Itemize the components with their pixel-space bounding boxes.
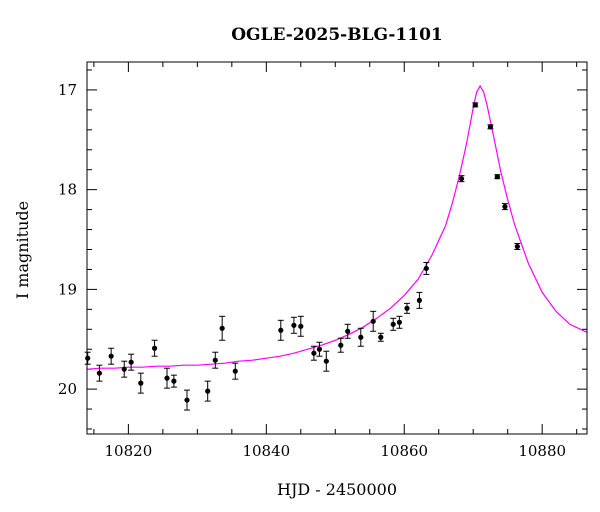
data-point <box>278 327 284 333</box>
data-point <box>171 378 177 384</box>
model-curve-group <box>86 84 588 370</box>
data-point <box>390 321 396 327</box>
data-point <box>219 325 225 331</box>
data-points-group <box>84 102 521 411</box>
data-point <box>514 243 520 250</box>
data-point <box>85 355 91 361</box>
data-point <box>345 328 351 334</box>
y-tick-label: 20 <box>58 380 77 398</box>
data-point <box>184 397 190 403</box>
chart-title: OGLE-2025-BLG-1101 <box>231 25 443 45</box>
y-axis-label: I magnitude <box>13 201 32 299</box>
data-point <box>232 368 238 374</box>
x-tick-label: 10860 <box>380 442 428 460</box>
data-point <box>108 353 114 359</box>
y-tick-label: 18 <box>58 181 77 199</box>
data-point <box>128 359 134 365</box>
data-point <box>323 358 329 364</box>
axis-ticks: 10820 10840 10860 10880 17 18 19 20 <box>58 62 587 460</box>
data-point <box>311 350 317 356</box>
x-axis-label: HJD - 2450000 <box>277 480 397 499</box>
data-point <box>164 375 170 381</box>
data-point <box>487 124 494 130</box>
data-point <box>416 297 423 303</box>
data-point <box>423 265 429 272</box>
data-point <box>205 388 211 394</box>
data-point <box>291 322 297 328</box>
data-point <box>151 345 158 351</box>
data-point <box>404 305 410 311</box>
data-point <box>138 380 144 386</box>
data-point <box>472 102 478 108</box>
data-point <box>370 318 376 324</box>
x-tick-label: 10820 <box>105 442 153 460</box>
data-point <box>378 334 384 340</box>
data-point <box>316 346 323 352</box>
data-point <box>494 174 500 180</box>
data-point <box>212 357 218 363</box>
data-point <box>338 342 344 348</box>
data-point <box>502 204 508 210</box>
model-curve <box>86 84 588 370</box>
y-tick-label: 19 <box>58 280 77 298</box>
x-tick-label: 10880 <box>518 442 566 460</box>
data-point <box>298 323 304 329</box>
plot-frame <box>86 61 588 435</box>
y-tick-label: 17 <box>58 81 77 99</box>
data-point <box>396 319 403 325</box>
data-point <box>358 334 364 340</box>
data-point <box>121 366 127 372</box>
data-point <box>458 176 465 182</box>
x-tick-label: 10840 <box>242 442 290 460</box>
data-point <box>96 370 103 376</box>
